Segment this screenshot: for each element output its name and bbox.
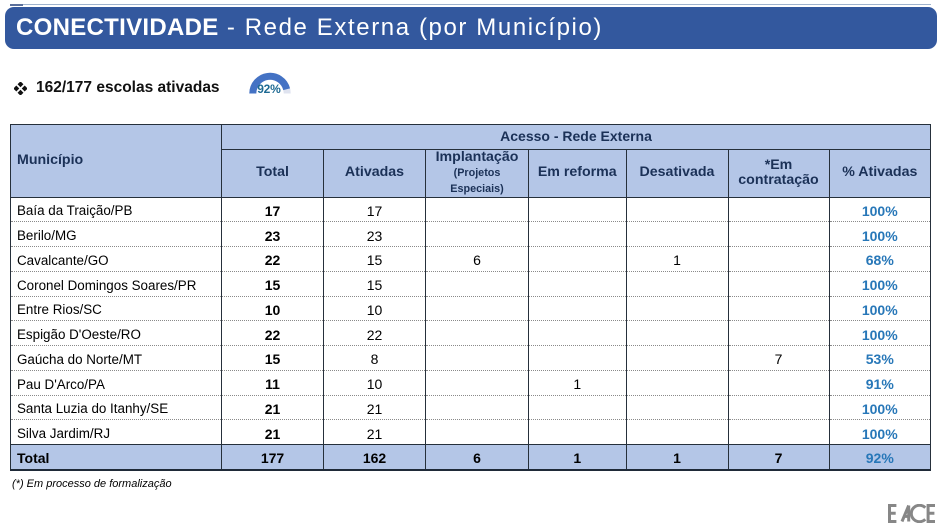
svg-text:92%: 92% [257,82,281,94]
